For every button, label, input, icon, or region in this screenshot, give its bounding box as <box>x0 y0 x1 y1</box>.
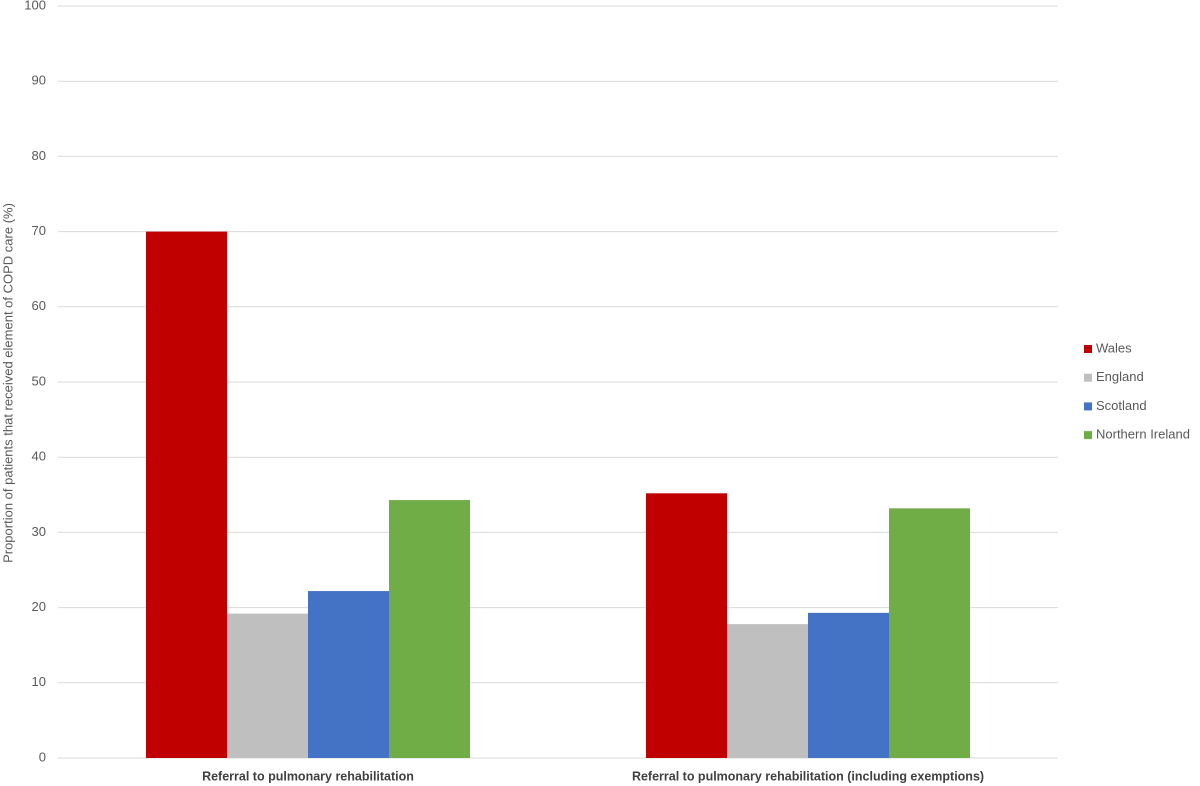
bar <box>227 613 308 758</box>
bar <box>146 231 227 759</box>
y-tick-label: 100 <box>24 0 46 12</box>
bar <box>389 500 470 758</box>
y-tick-label: 20 <box>32 599 46 614</box>
x-tick-label: Referral to pulmonary rehabilitation <box>202 769 414 783</box>
legend-swatch <box>1084 373 1092 382</box>
y-tick-label: 70 <box>32 223 46 238</box>
y-tick-label: 80 <box>32 148 46 163</box>
y-tick-label: 10 <box>32 674 46 689</box>
legend-label: Northern Ireland <box>1096 427 1190 442</box>
y-tick-label: 60 <box>32 298 46 313</box>
x-tick-label: Referral to pulmonary rehabilitation (in… <box>632 769 984 783</box>
y-tick-label: 0 <box>39 749 46 764</box>
legend-swatch <box>1084 402 1092 411</box>
y-tick-label: 90 <box>32 73 46 88</box>
bar <box>308 591 389 758</box>
legend-swatch <box>1084 345 1092 353</box>
y-tick-label: 50 <box>32 373 46 388</box>
bar <box>889 508 970 758</box>
legend-label: Scotland <box>1096 398 1147 413</box>
y-tick-label: 40 <box>32 449 46 464</box>
bar <box>808 612 889 758</box>
y-axis-label: Proportion of patients that received ele… <box>0 203 15 563</box>
legend-label: England <box>1096 369 1144 384</box>
bar <box>727 624 808 758</box>
bar <box>646 493 727 758</box>
legend-label: Wales <box>1096 340 1132 355</box>
legend-swatch <box>1084 431 1092 440</box>
y-tick-label: 30 <box>32 524 46 539</box>
